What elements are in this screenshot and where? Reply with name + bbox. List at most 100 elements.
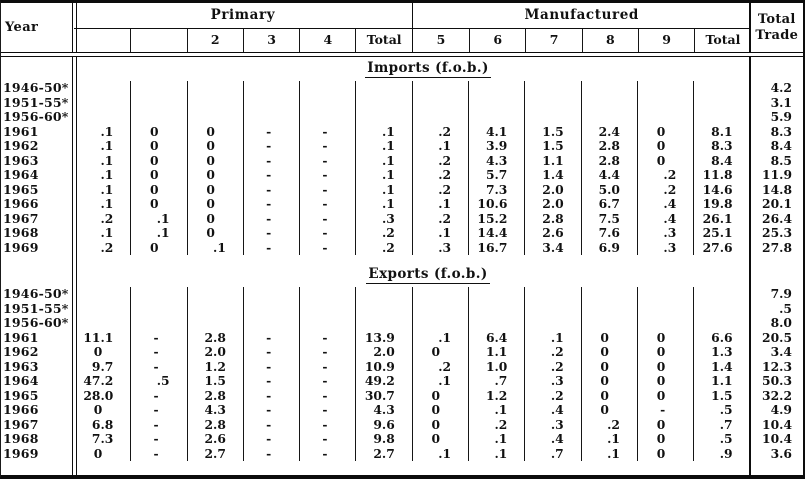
- value-cell: 6.8: [91, 416, 114, 432]
- value-cell: .1: [580, 446, 637, 461]
- value-cell: 1.2: [186, 359, 243, 374]
- value-cell: [74, 96, 130, 111]
- value-cell: .1: [100, 167, 114, 182]
- value-cell: .1: [355, 182, 411, 197]
- value-cell: -: [299, 402, 355, 418]
- value-cell: [242, 110, 299, 125]
- year-cell: 1964: [3, 373, 39, 388]
- value-cell: .1: [130, 211, 186, 226]
- value-cell: [74, 81, 130, 96]
- value-cell: 0: [130, 182, 186, 197]
- total-trade-cell: 8.3: [770, 123, 792, 139]
- value-cell: -: [130, 359, 186, 374]
- value-cell: .5: [693, 431, 749, 447]
- year-cell: 1963: [3, 358, 39, 374]
- table-row: 1951-55* .5: [1, 301, 803, 316]
- year-cell: 1966: [3, 196, 39, 211]
- column-header-8: 8: [581, 29, 638, 52]
- value-cell: [580, 95, 637, 110]
- year-cell: 1968: [3, 431, 39, 446]
- value-cell: -: [299, 196, 355, 212]
- year-cell: 1965: [3, 181, 39, 197]
- value-cell: 14.6: [693, 182, 749, 197]
- value-cell: .1: [355, 196, 411, 212]
- value-cell: -: [242, 196, 299, 212]
- value-cell: 0: [130, 153, 186, 168]
- value-cell: -: [299, 182, 355, 197]
- value-cell: .1: [355, 153, 411, 168]
- value-cell: .2: [355, 225, 411, 241]
- total-trade-cell: 50.3: [762, 373, 792, 388]
- total-trade-cell: 3.1: [770, 94, 792, 110]
- value-cell: [636, 81, 693, 96]
- value-cell: [693, 316, 749, 331]
- value-cell: 0: [636, 388, 693, 403]
- value-cell: 2.7: [355, 446, 411, 461]
- value-cell: .4: [636, 211, 693, 226]
- column-header-9: 9: [637, 29, 694, 52]
- value-cell: 49.2: [355, 373, 411, 389]
- value-cell: 2.6: [186, 431, 243, 447]
- value-cell: -: [299, 225, 355, 241]
- value-cell: -: [242, 402, 299, 418]
- value-cell: -: [130, 330, 186, 345]
- value-cell: .3: [524, 373, 580, 389]
- value-cell: .1: [355, 138, 411, 154]
- value-cell: 2.8: [524, 211, 580, 226]
- value-cell: .7: [693, 417, 749, 432]
- value-cell: .3: [636, 225, 693, 241]
- value-cell: 0: [636, 373, 693, 389]
- value-cell: 0: [580, 402, 637, 418]
- value-cell: 0: [411, 402, 468, 418]
- value-cell: .2: [411, 211, 468, 226]
- value-cell: [186, 316, 243, 331]
- value-cell: 2.0: [355, 344, 411, 360]
- value-cell: -: [299, 359, 355, 374]
- value-cell: [242, 81, 299, 96]
- value-cell: 0: [580, 359, 637, 374]
- value-cell: 26.1: [693, 211, 749, 226]
- table-row: 1965.1 0 0- - .1.2 7.3 2.0 5.0.2 14.6 14.8: [1, 181, 803, 197]
- table-row: 1969.2 0.1- - .2.3 16.7 3.4 6.9.3 27.6 27.8: [1, 240, 803, 255]
- value-cell: [299, 110, 355, 125]
- value-cell: 6.7: [580, 196, 637, 212]
- table-row: 1963 9.7-1.2- -10.9.2 1.0.2 0 0 1.4 12.3: [1, 358, 803, 374]
- table-row: 1968.1.1 0- - .2.1 14.4 2.6 7.6.3 25.1 25.3: [1, 225, 803, 241]
- column-header-blank: [130, 29, 186, 52]
- value-cell: -: [242, 373, 299, 389]
- value-cell: .2: [636, 182, 693, 197]
- value-cell: [355, 81, 411, 96]
- value-cell: 0: [636, 124, 693, 139]
- value-cell: 0: [411, 417, 468, 432]
- value-cell: .1: [130, 225, 186, 241]
- value-cell: [636, 95, 693, 110]
- value-cell: [242, 95, 299, 110]
- table-row: 1964 47.2.5 1.5- -49.2.1.7.3 0 0 1.1 50.3: [1, 373, 803, 389]
- header-double-rule: [1, 52, 803, 57]
- value-cell: -: [299, 431, 355, 447]
- value-cell: 0: [93, 402, 103, 417]
- value-cell: .4: [636, 196, 693, 212]
- year-cell: 1968: [3, 225, 39, 240]
- value-cell: 6.4: [468, 330, 524, 345]
- value-cell: [411, 301, 468, 316]
- value-cell: .2: [636, 167, 693, 183]
- value-cell: .7: [468, 373, 524, 389]
- value-cell: 1.4: [693, 359, 749, 374]
- value-cell: -: [242, 240, 299, 255]
- value-cell: 0: [186, 138, 243, 154]
- value-cell: [693, 95, 749, 110]
- value-cell: -: [242, 153, 299, 168]
- value-cell: .1: [468, 446, 524, 461]
- value-cell: [74, 287, 130, 302]
- value-cell: .2: [524, 344, 580, 360]
- value-cell: 0: [130, 167, 186, 183]
- value-cell: [636, 316, 693, 331]
- value-cell: [130, 287, 186, 302]
- column-header-3: 3: [242, 29, 299, 52]
- value-cell: 2.0: [524, 196, 580, 212]
- value-cell: [74, 316, 130, 331]
- value-cell: .5: [130, 373, 186, 389]
- value-cell: -: [299, 446, 355, 461]
- value-cell: 9.6: [355, 417, 411, 432]
